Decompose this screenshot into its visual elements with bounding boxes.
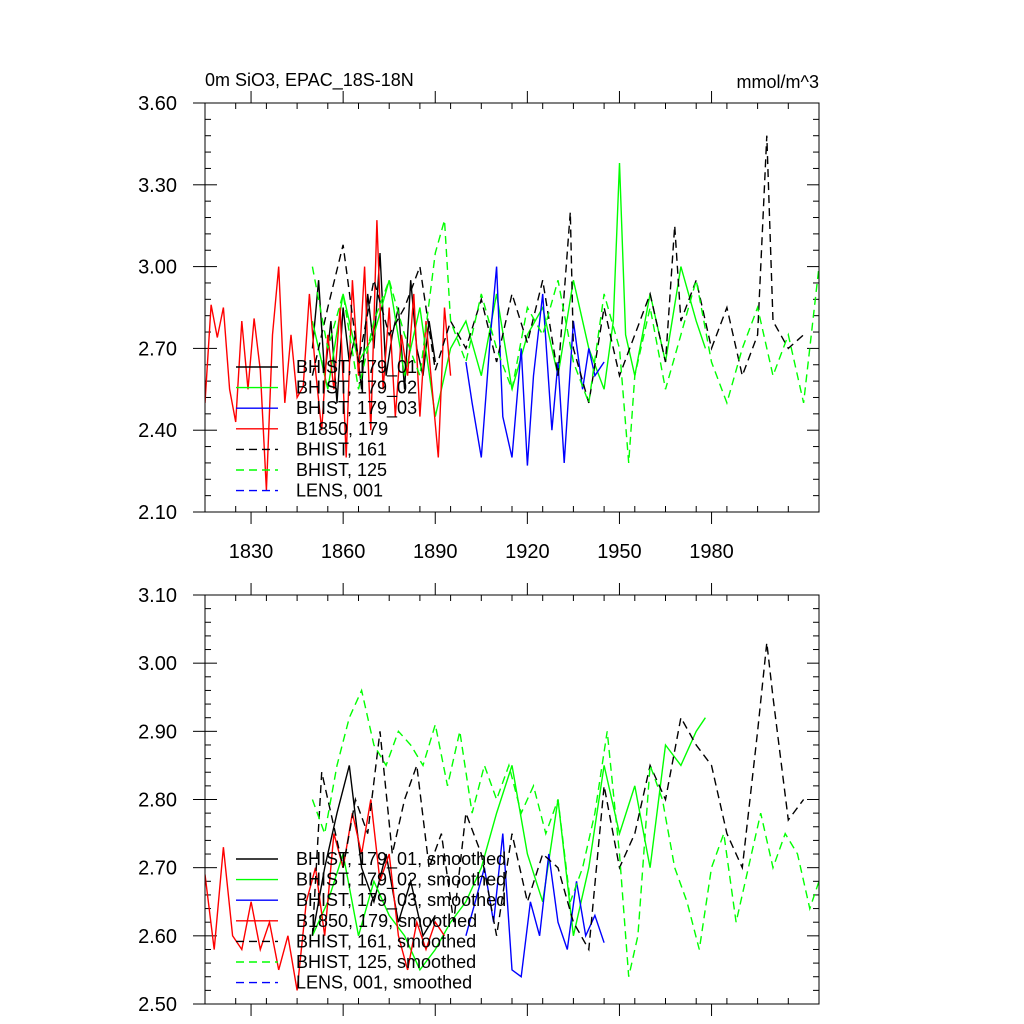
x-tick-label: 1950	[597, 541, 642, 563]
legend-label: B1850, 179	[296, 419, 388, 439]
y-tick-label: 2.90	[138, 721, 177, 743]
x-tick-label: 1980	[689, 541, 734, 563]
bottom-panel: 2.50 2.60 2.70 2.80 2.90 3.00 3.10 BHIST, 179_…	[138, 583, 820, 1016]
legend-label: B1850, 179, smoothed	[296, 911, 477, 931]
series-line-5	[311, 220, 819, 463]
plot-frame	[204, 594, 820, 1005]
x-tick-label: 1860	[321, 541, 366, 563]
chart-title: 0m SiO3, EPAC_18S-18N	[205, 70, 414, 91]
y-tick-label: 3.60	[138, 93, 177, 115]
y-tick-label: 2.80	[138, 790, 177, 812]
legend-label: BHIST, 179_02	[296, 378, 417, 399]
y-tick-label: 2.10	[138, 502, 177, 524]
x-tick-label: 1890	[413, 541, 458, 563]
plot-frame	[204, 102, 820, 513]
y-tick-label: 2.70	[138, 858, 177, 880]
y-tick-label: 2.40	[138, 420, 177, 442]
series-line-5	[311, 688, 819, 977]
axis-ticks: 2.50 2.60 2.70 2.80 2.90 3.00 3.10	[138, 583, 820, 1016]
series-line-3	[205, 799, 446, 991]
series-line-1	[311, 162, 707, 417]
legend-label: BHIST, 179_03, smoothed	[296, 890, 506, 911]
y-tick-label: 3.10	[138, 585, 177, 607]
legend-label: BHIST, 179_01, smoothed	[296, 849, 506, 870]
legend-label: BHIST, 161	[296, 439, 387, 459]
legend-label: LENS, 001, smoothed	[296, 973, 472, 993]
y-tick-label: 2.60	[138, 926, 177, 948]
series-group	[205, 642, 819, 991]
units-label: mmol/m^3	[737, 72, 819, 92]
legend-label: BHIST, 179_03	[296, 398, 417, 419]
y-tick-label: 3.00	[138, 257, 177, 279]
x-tick-label: 1920	[505, 541, 550, 563]
series-line-4	[311, 642, 805, 952]
series-line-2	[465, 266, 605, 466]
top-panel: 0m SiO3, EPAC_18S-18N mmol/m^3 2.102.402…	[138, 70, 820, 563]
series-line-4	[311, 135, 805, 404]
series-line-0	[311, 765, 436, 938]
x-tick-label: 1830	[229, 541, 274, 563]
y-tick-label: 2.70	[138, 338, 177, 360]
axis-ticks: 2.10 2.40 2.70 3.00 3.30 3.60 1830 1860 1890 1920…	[138, 91, 820, 563]
legend-label: BHIST, 125	[296, 460, 387, 480]
legend-label: BHIST, 161, smoothed	[296, 931, 476, 951]
legend-label: BHIST, 179_01	[296, 357, 417, 378]
y-tick-label: 3.00	[138, 653, 177, 675]
y-tick-label: 3.30	[138, 175, 177, 197]
legend-label: BHIST, 125, smoothed	[296, 952, 476, 972]
legend-label: BHIST, 179_02, smoothed	[296, 870, 506, 891]
legend-label: LENS, 001	[296, 481, 383, 501]
y-tick-label: 2.50	[138, 994, 177, 1016]
